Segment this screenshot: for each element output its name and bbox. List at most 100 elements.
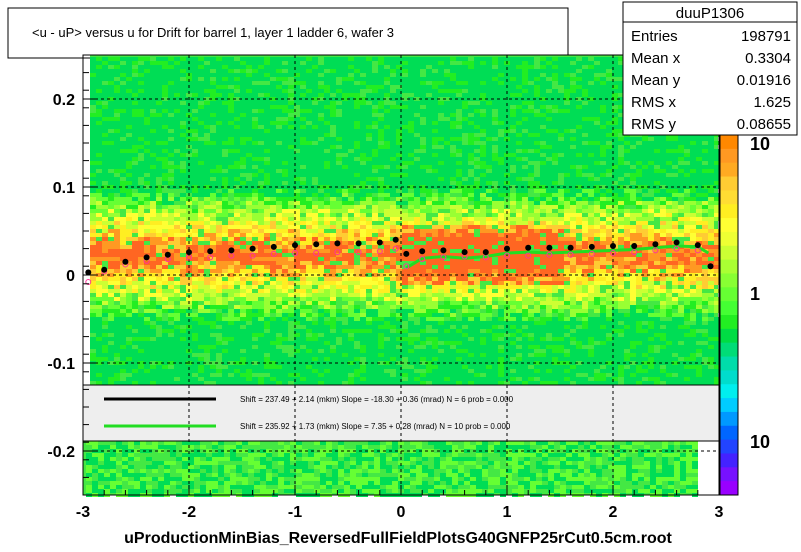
heatmap-cell	[612, 125, 618, 129]
heatmap-cell	[630, 213, 636, 217]
heatmap-cell	[480, 181, 486, 185]
heatmap-cell	[138, 101, 144, 105]
heatmap-cell	[606, 221, 612, 225]
heatmap-cell	[402, 121, 408, 125]
heatmap-cell	[372, 253, 378, 257]
heatmap-cell	[102, 85, 108, 89]
heatmap-cell	[246, 201, 252, 205]
heatmap-cell	[150, 117, 156, 121]
heatmap-cell	[216, 97, 222, 101]
heatmap-cell	[264, 249, 270, 253]
heatmap-cell	[612, 117, 618, 121]
heatmap-cell	[618, 257, 624, 261]
heatmap-cell	[540, 81, 546, 85]
heatmap-cell	[444, 81, 450, 85]
heatmap-cell	[228, 257, 234, 261]
heatmap-cell	[114, 137, 120, 141]
heatmap-cell	[360, 69, 366, 73]
heatmap-cell	[114, 197, 120, 201]
heatmap-cell	[300, 241, 306, 245]
heatmap-cell	[414, 129, 420, 133]
heatmap-cell	[606, 229, 612, 233]
heatmap-cell	[660, 221, 666, 225]
heatmap-cell	[174, 209, 180, 213]
heatmap-cell	[264, 101, 270, 105]
heatmap-cell	[450, 137, 456, 141]
heatmap-cell	[378, 261, 384, 265]
heatmap-cell	[396, 117, 402, 121]
heatmap-cell	[618, 217, 624, 221]
heatmap-cell	[576, 149, 582, 153]
heatmap-cell	[510, 69, 516, 73]
heatmap-cell	[378, 253, 384, 257]
heatmap-cell	[480, 233, 486, 237]
heatmap-cell	[432, 153, 438, 157]
heatmap-cell	[714, 257, 720, 261]
heatmap-cell	[606, 133, 612, 137]
heatmap-cell	[240, 149, 246, 153]
heatmap-cell	[438, 165, 444, 169]
heatmap-cell	[468, 81, 474, 85]
heatmap-cell	[570, 153, 576, 157]
heatmap-cell	[600, 257, 606, 261]
heatmap-cell	[510, 61, 516, 65]
heatmap-cell	[138, 245, 144, 249]
heatmap-cell	[138, 149, 144, 153]
heatmap-cell	[246, 229, 252, 233]
heatmap-cell	[282, 149, 288, 153]
heatmap-cell	[270, 69, 276, 73]
heatmap-cell	[654, 149, 660, 153]
heatmap-cell	[330, 109, 336, 113]
heatmap-cell	[330, 185, 336, 189]
heatmap-cell	[306, 249, 312, 253]
heatmap-cell	[660, 265, 666, 269]
heatmap-cell	[222, 253, 228, 257]
heatmap-cell	[678, 169, 684, 173]
heatmap-cell	[390, 109, 396, 113]
heatmap-cell	[348, 117, 354, 121]
heatmap-cell	[306, 265, 312, 269]
heatmap-cell	[372, 213, 378, 217]
heatmap-cell	[552, 145, 558, 149]
heatmap-cell	[426, 153, 432, 157]
heatmap-cell	[450, 125, 456, 129]
heatmap-cell	[102, 225, 108, 229]
heatmap-cell	[594, 113, 600, 117]
heatmap-cell	[486, 189, 492, 193]
heatmap-cell	[546, 201, 552, 205]
heatmap-cell	[492, 153, 498, 157]
heatmap-cell	[354, 193, 360, 197]
heatmap-cell	[402, 117, 408, 121]
heatmap-cell	[114, 217, 120, 221]
heatmap-cell	[420, 81, 426, 85]
heatmap-cell	[306, 129, 312, 133]
heatmap-cell	[348, 189, 354, 193]
heatmap-cell	[420, 205, 426, 209]
heatmap-cell	[174, 169, 180, 173]
heatmap-cell	[618, 261, 624, 265]
heatmap-cell	[174, 113, 180, 117]
heatmap-cell	[96, 125, 102, 129]
heatmap-cell	[564, 129, 570, 133]
heatmap-cell	[654, 205, 660, 209]
heatmap-cell	[240, 85, 246, 89]
heatmap-cell	[378, 73, 384, 77]
heatmap-cell	[546, 153, 552, 157]
heatmap-cell	[102, 177, 108, 181]
heatmap-cell	[516, 217, 522, 221]
heatmap-cell	[264, 193, 270, 197]
heatmap-cell	[504, 69, 510, 73]
heatmap-cell	[594, 225, 600, 229]
heatmap-cell	[708, 237, 714, 241]
heatmap-cell	[114, 161, 120, 165]
heatmap-cell	[102, 169, 108, 173]
heatmap-cell	[270, 73, 276, 77]
heatmap-cell	[306, 61, 312, 65]
heatmap-cell	[312, 133, 318, 137]
heatmap-cell	[270, 261, 276, 265]
heatmap-cell	[462, 205, 468, 209]
heatmap-cell	[90, 61, 96, 65]
heatmap-cell	[270, 153, 276, 157]
heatmap-cell	[384, 173, 390, 177]
heatmap-cell	[360, 257, 366, 261]
